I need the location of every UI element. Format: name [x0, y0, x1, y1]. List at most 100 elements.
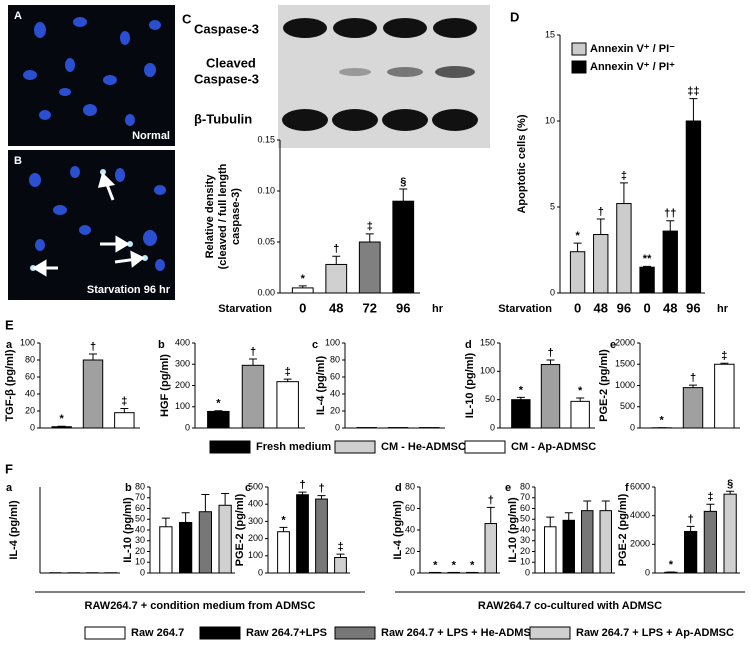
nuclei	[29, 166, 166, 271]
arrows	[32, 172, 145, 277]
section-label: E	[5, 317, 14, 332]
y-tick-label: 0	[410, 567, 415, 577]
y-tick-label: 0	[550, 287, 555, 297]
annotation: *	[281, 514, 286, 526]
y-tick-label: 0.00	[257, 287, 275, 297]
annotation: †	[547, 347, 553, 359]
y-tick-label: 20	[405, 546, 415, 556]
x-tick-label: 96	[396, 300, 410, 315]
y-tick-label: 4000	[630, 510, 650, 520]
bar	[392, 200, 415, 294]
y-label: IL-4 (pg/ml)	[315, 356, 327, 416]
annotation: †	[598, 206, 604, 218]
y-tick-label: 500	[248, 481, 263, 491]
bar	[51, 426, 72, 429]
y-tick-label: 10	[520, 557, 530, 567]
annotation: *	[519, 384, 524, 396]
error-bar	[298, 285, 307, 288]
bar	[296, 494, 309, 574]
bar	[562, 519, 575, 574]
legend-label: Fresh medium	[256, 441, 331, 453]
y-tick-label: 150	[480, 337, 495, 347]
y-label: IL-4 (pg/ml)	[392, 500, 404, 560]
annotation: ††	[664, 208, 676, 220]
annotation: *	[452, 559, 457, 571]
error-bar	[583, 500, 592, 511]
error-bar	[283, 378, 292, 382]
error-bar	[279, 526, 288, 532]
bar	[82, 359, 104, 429]
apoptotic-nuclei	[30, 169, 148, 271]
error-bar	[181, 512, 190, 523]
bar	[511, 399, 531, 429]
error-bar	[596, 218, 605, 235]
annotation: †	[90, 341, 96, 353]
bar	[334, 557, 347, 574]
y-tick-label: 100	[175, 401, 190, 411]
error-bar	[365, 233, 374, 242]
error-bar	[161, 517, 170, 527]
y-tick-label: 80	[520, 481, 530, 491]
x-suffix: hr	[717, 303, 729, 315]
x-tick-label: 48	[594, 300, 608, 315]
bar	[241, 364, 265, 429]
y-tick-label: 60	[25, 371, 35, 381]
annotation: †	[318, 483, 324, 495]
error-bar	[201, 494, 210, 512]
legend-label: Raw 264.7 + LPS + He-ADMSC	[381, 627, 539, 639]
y-tick-label: 40	[330, 388, 340, 398]
error-bar	[573, 242, 582, 252]
annotation: †	[690, 372, 696, 384]
bar	[198, 511, 212, 574]
y-tick-label: 40	[520, 524, 530, 534]
bar	[114, 412, 135, 429]
y-label: TGF-β (pg/ml)	[4, 349, 16, 421]
bands	[282, 18, 478, 131]
y-tick-label: 5	[550, 201, 555, 211]
x-tick-label: 48	[663, 300, 677, 315]
annotation: *	[433, 559, 438, 571]
error-bar	[576, 397, 585, 402]
bar	[291, 287, 314, 294]
legend-swatch	[84, 626, 126, 640]
y-tick-label: 80	[330, 354, 340, 364]
x-tick-label: 0	[299, 300, 306, 315]
legend-swatch	[334, 626, 376, 640]
y-tick-label: 50	[135, 514, 145, 524]
y-label: PGE-2 (pg/ml)	[617, 493, 629, 566]
blot-label: Caspase-3	[194, 71, 259, 86]
error-bar	[516, 396, 525, 400]
error-bar	[214, 410, 223, 412]
y-label: IL-10 (pg/ml)	[464, 352, 476, 418]
y-tick-label: 0	[30, 422, 35, 432]
bar	[685, 120, 702, 294]
y-tick-label: 0	[258, 567, 263, 577]
legend-swatch	[464, 440, 506, 454]
error-bar	[221, 492, 230, 506]
y-tick-label: 400	[248, 499, 263, 509]
panel-label: f	[625, 482, 629, 494]
y-tick-label: 2000	[615, 337, 635, 347]
y-label: (cleaved / full length	[217, 163, 229, 269]
x-suffix: hr	[432, 303, 444, 315]
error-bar	[720, 362, 729, 365]
legend-label: Annexin V⁺ / PI⁺	[590, 61, 675, 73]
annotation: *	[669, 559, 674, 571]
caption: Normal	[132, 130, 170, 142]
y-tick-label: 2000	[630, 539, 650, 549]
y-tick-label: 0	[140, 567, 145, 577]
panel-label: d	[465, 339, 472, 351]
y-tick-label: 30	[520, 535, 530, 545]
panel-label: e	[610, 339, 616, 351]
annotation: †	[488, 494, 494, 506]
y-label: IL-10 (pg/ml)	[507, 497, 519, 563]
y-tick-label: 20	[25, 405, 35, 415]
y-tick-label: 300	[248, 516, 263, 526]
y-tick-label: 15	[545, 29, 555, 39]
annotation: **	[643, 253, 652, 265]
y-tick-label: 200	[175, 380, 190, 390]
y-label: Apoptotic cells (%)	[516, 114, 528, 213]
x-prefix: Starvation	[218, 303, 272, 315]
y-tick-label: 80	[405, 481, 415, 491]
annotation: *	[216, 398, 221, 410]
